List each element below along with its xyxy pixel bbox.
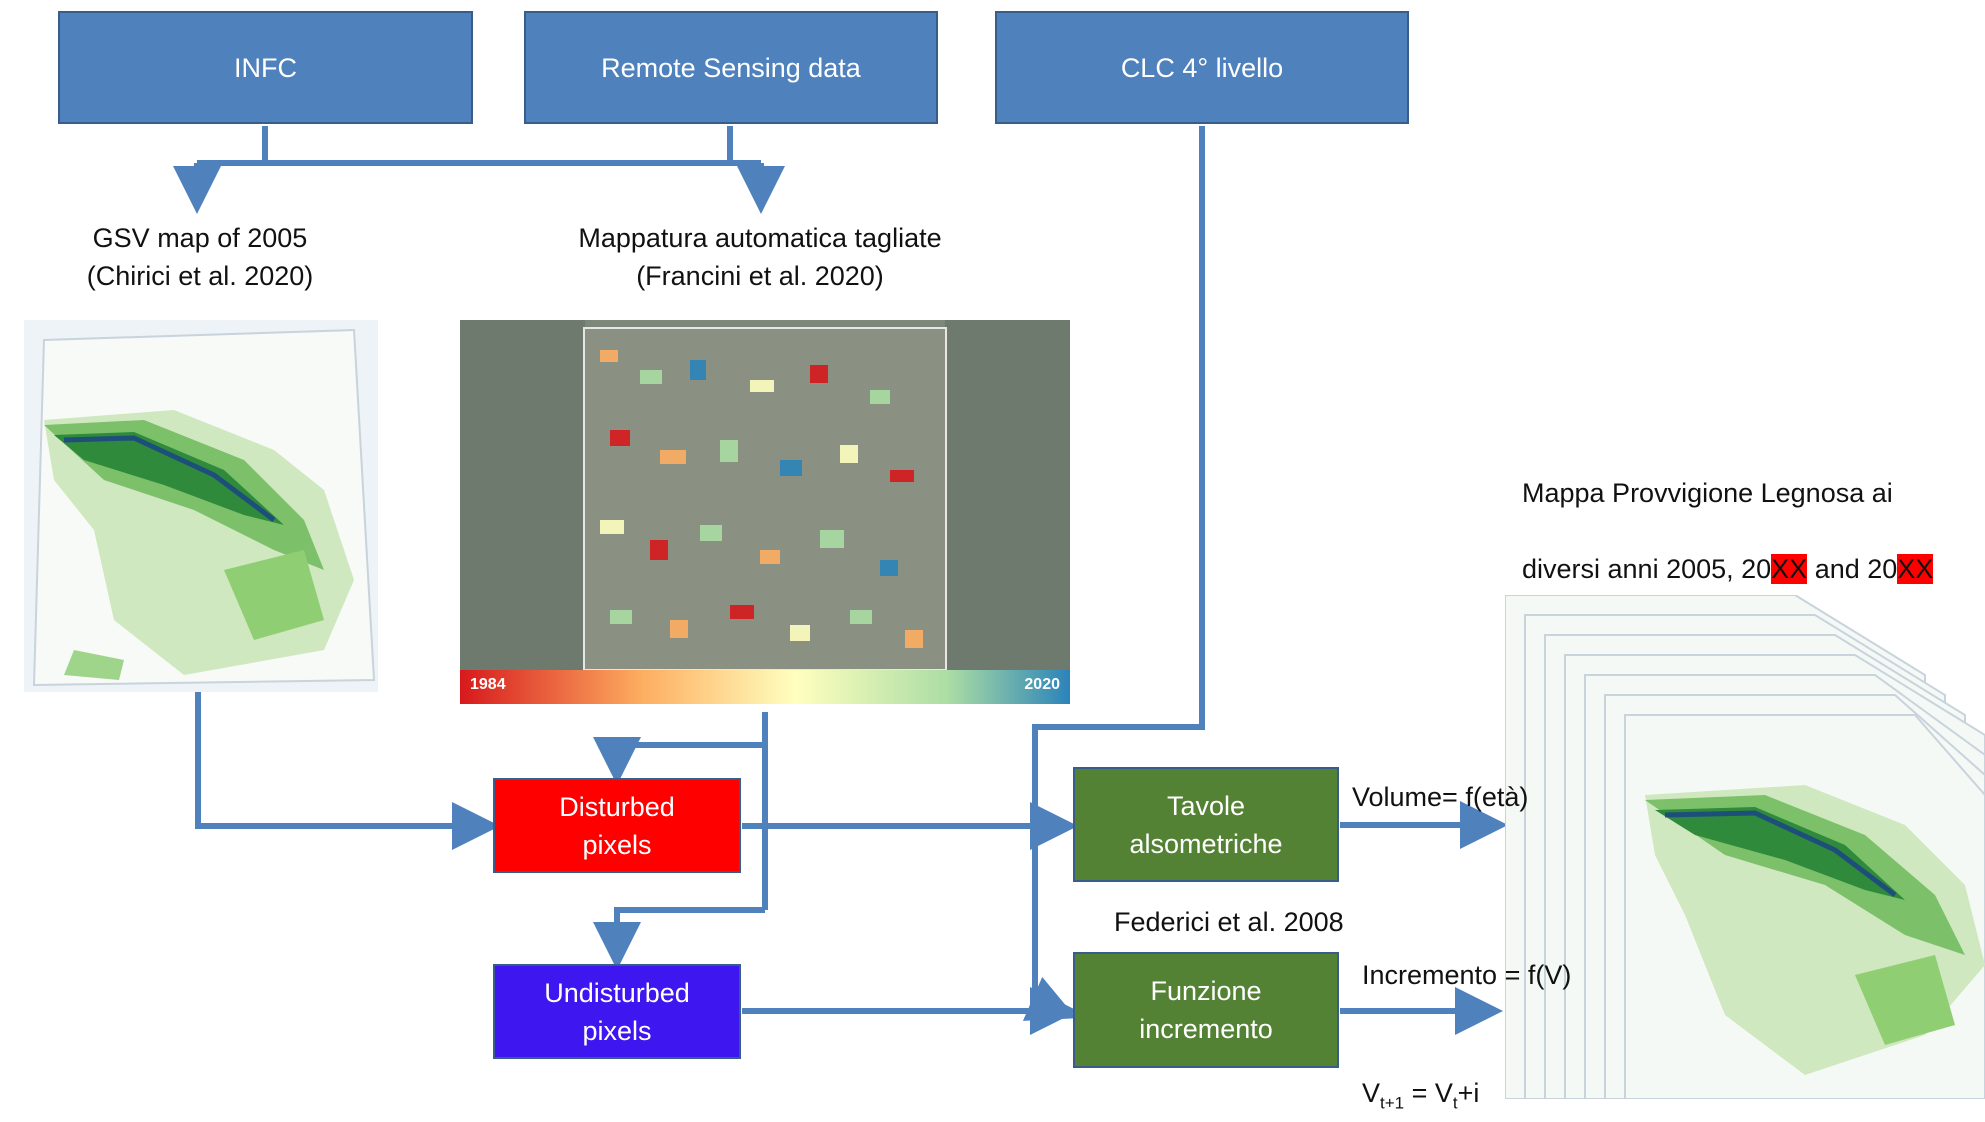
tavole-alsometriche-label: Tavole alsometriche — [1129, 790, 1283, 859]
disturbed-pixels-box: Disturbed pixels — [493, 778, 741, 873]
clc-box-label: CLC 4° livello — [1120, 52, 1284, 83]
legend-start-year: 1984 — [470, 676, 506, 693]
tagliate-caption: Mappatura automatica tagliate (Francini … — [578, 223, 942, 291]
funzione-incremento-box: Funzione incremento — [1073, 952, 1339, 1068]
volume-label: Volume= f(età) — [1352, 782, 1529, 812]
arrow-to-disturbed-top — [593, 737, 765, 785]
undisturbed-pixels-box: Undisturbed pixels — [493, 964, 741, 1059]
gsv-caption: GSV map of 2005 (Chirici et al. 2020) — [86, 223, 314, 291]
stacked-output-maps — [1505, 595, 1985, 1099]
remote-sensing-box-label: Remote Sensing data — [601, 52, 861, 83]
result-caption-line2: diversi anni 2005, 20XX and 20XX — [1522, 554, 1934, 584]
federici-label: Federici et al. 2008 — [1114, 907, 1344, 937]
placeholder-year-1: XX — [1771, 554, 1808, 584]
clearcut-satellite-image: 1984 2020 — [460, 320, 1070, 704]
infc-box-label: INFC — [234, 52, 297, 83]
placeholder-year-2: XX — [1897, 554, 1934, 584]
clc-box: CLC 4° livello — [995, 11, 1409, 124]
growth-formula: Vt+1 = Vt+i — [1362, 1078, 1480, 1113]
disturbed-pixels-label: Disturbed pixels — [559, 791, 675, 860]
arrow-gsv-to-disturbed — [195, 692, 500, 850]
arrow-clc-to-funzione — [1022, 126, 1205, 1021]
tavole-alsometriche-box: Tavole alsometriche — [1073, 767, 1339, 882]
undisturbed-pixels-label: Undisturbed pixels — [544, 977, 690, 1046]
result-caption-line1: Mappa Provvigione Legnosa ai — [1522, 478, 1893, 508]
remote-sensing-box: Remote Sensing data — [524, 11, 938, 124]
incremento-label: Incremento = f(V) — [1362, 960, 1572, 990]
arrow-to-undisturbed-top — [593, 907, 765, 970]
connector-arrows — [173, 126, 1508, 1035]
result-caption: Mappa Provvigione Legnosa ai diversi ann… — [1522, 436, 1982, 626]
gsv-map-image — [24, 320, 378, 692]
infc-box: INFC — [58, 11, 473, 124]
funzione-incremento-label: Funzione incremento — [1139, 976, 1273, 1044]
legend-end-year: 2020 — [1024, 676, 1060, 693]
